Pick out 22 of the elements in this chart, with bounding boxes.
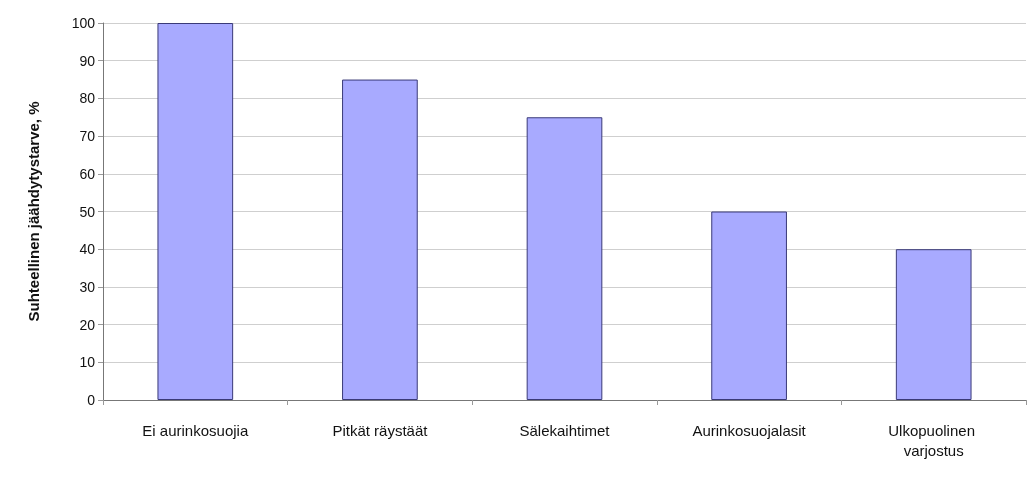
y-tick-label: 50 xyxy=(79,203,96,220)
x-tick-label: Ei aurinkosuojia xyxy=(142,421,249,439)
y-tick-label: 20 xyxy=(79,316,96,333)
bar xyxy=(895,249,972,400)
y-tick-label: 90 xyxy=(79,52,96,69)
bar xyxy=(342,79,418,400)
bar xyxy=(157,23,234,400)
bar xyxy=(526,117,603,400)
y-tick-label: 100 xyxy=(71,15,96,31)
y-tick-label: 30 xyxy=(79,278,96,295)
y-tick-label: 80 xyxy=(79,90,96,107)
y-tick-label: 70 xyxy=(79,128,96,145)
y-tick-label: 10 xyxy=(79,354,96,371)
x-tick-label: Sälekaihtimet xyxy=(519,421,611,439)
x-tick-label: Pitkät räystäät xyxy=(332,421,429,439)
x-tick-label: Ulkopuolinen varjostus xyxy=(888,421,980,459)
y-tick-label: 0 xyxy=(87,392,96,408)
y-tick-label: 60 xyxy=(79,165,96,182)
y-axis-title: Suhteellinen jäähdytystarve, % xyxy=(25,101,42,322)
x-tick-label: Aurinkosuojalasit xyxy=(692,421,807,439)
y-tick-label: 40 xyxy=(79,241,96,258)
bar xyxy=(711,211,787,400)
